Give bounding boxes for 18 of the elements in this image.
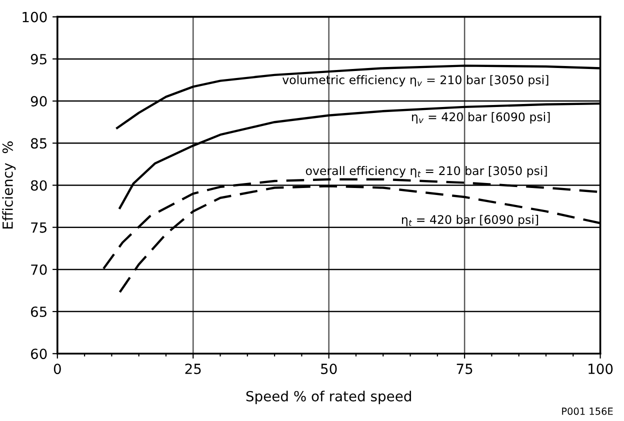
y-tick-label: 60 (30, 348, 47, 360)
y-axis-title: Efficiency % (2, 141, 16, 228)
y-tick-label: 85 (30, 138, 46, 149)
x-tick-label: 25 (185, 364, 201, 374)
y-tick-label: 65 (30, 306, 46, 318)
text: P001 156E (562, 408, 613, 415)
y-tick-label: 100 (22, 12, 47, 22)
annotation: η$_{v}$ = 420 bar [6090 psi] (412, 112, 550, 124)
x-tick-label: 0 (54, 364, 61, 374)
x-tick-label: 75 (456, 364, 472, 374)
x-axis-title: Speed % of rated speed (246, 390, 411, 404)
y-tick-label: 80 (30, 180, 47, 191)
y-tick-label: 90 (30, 96, 47, 107)
x-tick-label: 100 (588, 364, 613, 374)
y-tick-label: 75 (31, 222, 46, 233)
y-tick-label: 95 (30, 54, 46, 64)
y-tick-label: 70 (31, 264, 47, 275)
x-tick-label: 50 (321, 364, 337, 374)
